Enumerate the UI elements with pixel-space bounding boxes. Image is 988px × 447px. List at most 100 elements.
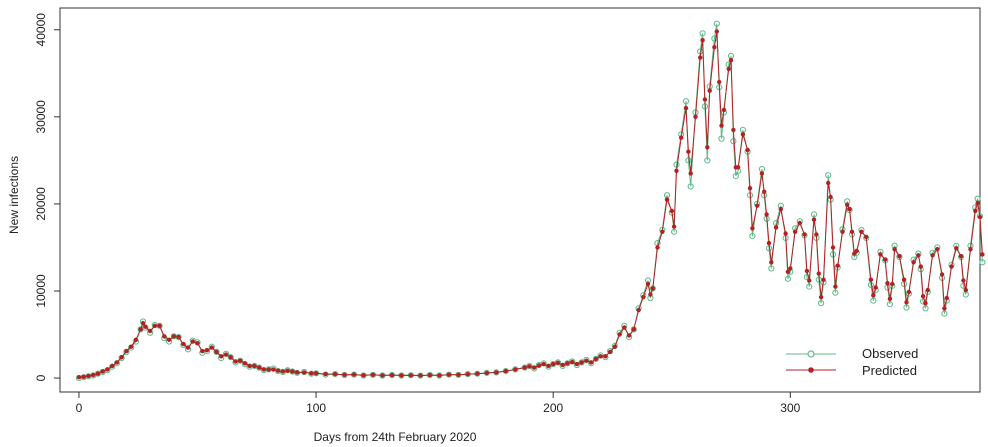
predicted-point xyxy=(747,186,753,191)
predicted-point xyxy=(76,375,82,380)
observed-point xyxy=(941,310,948,317)
observed-point xyxy=(704,157,711,164)
predicted-point xyxy=(570,359,575,365)
predicted-point xyxy=(100,369,105,374)
predicted-point xyxy=(147,328,153,334)
predicted-point xyxy=(503,368,508,374)
predicted-point xyxy=(816,271,821,276)
predicted-point xyxy=(845,202,850,207)
x-axis-title: Days from 24th February 2020 xyxy=(314,430,477,444)
predicted-point xyxy=(693,114,698,120)
predicted-point xyxy=(361,373,366,378)
predicted-point xyxy=(351,372,357,377)
predicted-point xyxy=(949,264,954,269)
predicted-point xyxy=(745,147,750,153)
legend-predicted-label: Predicted xyxy=(862,363,917,378)
predicted-point xyxy=(275,368,281,373)
predicted-point xyxy=(555,360,561,365)
predicted-point xyxy=(185,345,191,350)
predicted-point xyxy=(728,58,734,63)
predicted-point xyxy=(475,371,480,376)
predicted-point xyxy=(885,281,890,286)
observed-point xyxy=(810,211,818,218)
predicted-point xyxy=(679,135,684,140)
predicted-point xyxy=(731,127,736,133)
predicted-point xyxy=(588,360,594,365)
predicted-point xyxy=(792,229,798,234)
observed-point xyxy=(682,98,690,105)
observed-point xyxy=(832,289,839,296)
predicted-point xyxy=(162,334,167,339)
predicted-point xyxy=(944,295,949,301)
predicted-point xyxy=(427,372,433,378)
observed-point xyxy=(825,172,832,179)
predicted-point xyxy=(290,369,295,374)
y-axis-title: New infections xyxy=(7,156,21,234)
predicted-point xyxy=(119,355,124,360)
predicted-point xyxy=(669,208,674,214)
predicted-point xyxy=(968,247,973,252)
predicted-point xyxy=(389,372,395,378)
predicted-point xyxy=(648,292,653,297)
predicted-point xyxy=(81,374,86,379)
predicted-point xyxy=(645,281,651,287)
predicted-point xyxy=(714,29,719,34)
predicted-point xyxy=(546,363,551,369)
predicted-point xyxy=(712,45,717,50)
observed-point xyxy=(671,228,678,235)
predicted-point xyxy=(873,285,878,290)
predicted-point xyxy=(942,306,947,311)
predicted-point xyxy=(560,362,565,368)
predicted-point xyxy=(166,337,172,342)
predicted-point xyxy=(598,354,603,359)
predicted-point xyxy=(766,240,772,246)
observed-point xyxy=(213,348,220,355)
predicted-point xyxy=(671,224,677,229)
predicted-point xyxy=(807,278,812,283)
predicted-point xyxy=(890,281,895,287)
predicted-point xyxy=(370,372,376,377)
predicted-point xyxy=(332,371,338,377)
predicted-point xyxy=(920,294,926,299)
predicted-point xyxy=(437,373,442,378)
predicted-point xyxy=(342,372,347,377)
predicted-point xyxy=(750,226,755,231)
predicted-point xyxy=(228,355,233,360)
predicted-point xyxy=(958,254,964,259)
predicted-point xyxy=(833,284,838,289)
predicted-point xyxy=(190,339,195,344)
predicted-point xyxy=(313,371,319,376)
predicted-point xyxy=(124,348,129,354)
predicted-point xyxy=(828,194,833,200)
predicted-point xyxy=(408,373,414,378)
predicted-point xyxy=(864,234,869,240)
legend-observed-label: Observed xyxy=(862,346,918,361)
predicted-point xyxy=(814,232,819,237)
predicted-point xyxy=(138,327,143,332)
predicted-point xyxy=(527,364,532,369)
predicted-point xyxy=(660,229,665,234)
observed-point xyxy=(227,354,234,361)
predicted-point xyxy=(650,286,655,291)
predicted-point xyxy=(980,252,985,257)
series-predicted xyxy=(76,29,985,380)
y-tick-label: 20000 xyxy=(34,187,48,221)
y-tick-label: 40000 xyxy=(34,13,48,47)
predicted-point xyxy=(916,253,921,258)
predicted-point xyxy=(574,361,580,367)
observed-point xyxy=(687,183,694,190)
predicted-point xyxy=(849,229,855,234)
x-axis: 0 100 200 300 xyxy=(76,392,801,415)
predicted-point xyxy=(418,373,423,378)
predicted-point xyxy=(887,296,893,301)
predicted-point xyxy=(963,287,968,293)
predicted-point xyxy=(261,367,267,372)
predicted-point xyxy=(705,145,710,150)
predicted-point xyxy=(612,344,617,349)
observed-point xyxy=(979,259,986,266)
predicted-point xyxy=(683,105,689,111)
predicted-point xyxy=(740,132,746,137)
predicted-point xyxy=(622,325,627,330)
predicted-point xyxy=(266,367,271,372)
